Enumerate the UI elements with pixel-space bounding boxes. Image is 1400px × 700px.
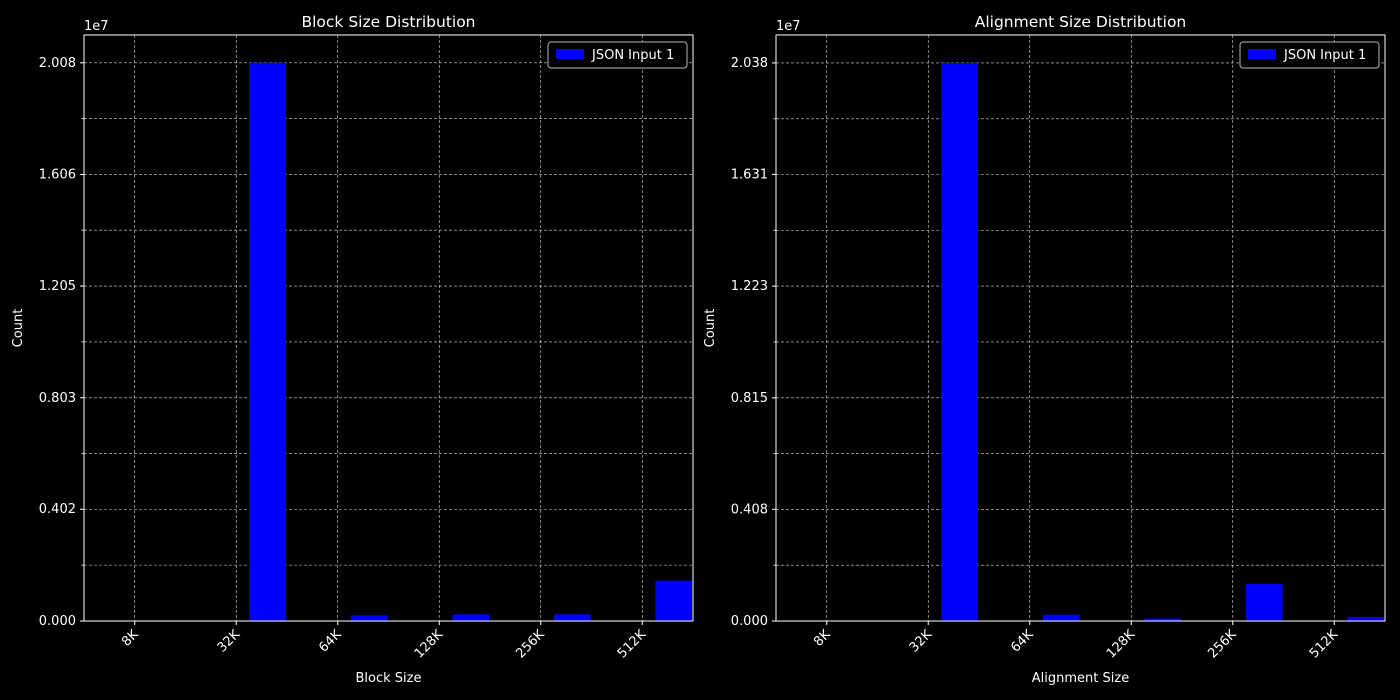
x-tick-label: 8K <box>119 627 142 650</box>
x-tick-label: 32K <box>215 627 244 656</box>
bar-64K <box>1042 614 1080 621</box>
bar-32K <box>249 62 286 621</box>
legend-swatch <box>1248 49 1276 59</box>
legend-label: JSON Input 1 <box>591 48 674 63</box>
chart-panel-2: 0.000 0.408 0.815 1.223 1.631 2.038 8K 32K 64K 12… <box>703 13 1386 686</box>
x-tick-label: 128K <box>412 627 447 662</box>
x-tick-label: 128K <box>1104 627 1139 662</box>
y-offset-label: 1e7 <box>84 19 109 34</box>
bar-512K <box>1347 616 1384 621</box>
x-tick-label: 512K <box>1307 627 1342 662</box>
x-tick-label: 256K <box>513 627 548 662</box>
bar-128K <box>452 614 489 621</box>
x-axis-label: Block Size <box>356 671 422 686</box>
x-tick-label: 8K <box>811 627 834 650</box>
y-tick-label: 2.008 <box>39 56 76 71</box>
x-tick-label: 64K <box>1008 627 1037 656</box>
x-tick-label: 64K <box>316 627 345 656</box>
bar-256K <box>553 614 591 621</box>
x-tick-label: 256K <box>1205 627 1240 662</box>
legend: JSON Input 1 <box>1239 41 1380 69</box>
y-tick-label: 1.606 <box>39 168 76 183</box>
y-offset-label: 1e7 <box>776 19 801 34</box>
y-tick-label: 1.223 <box>731 279 768 294</box>
y-tick-label: 0.815 <box>731 391 768 406</box>
y-tick-label: 0.402 <box>39 502 76 517</box>
legend: JSON Input 1 <box>547 41 688 69</box>
legend-box <box>547 41 688 69</box>
y-tick-label: 1.205 <box>39 279 76 294</box>
y-axis-label: Count <box>11 309 26 348</box>
plot-frame <box>775 34 1386 622</box>
y-axis-label: Count <box>703 309 718 348</box>
chart-panel-1: 0.000 0.402 0.803 1.205 1.606 2.008 8K 32K 64K 12… <box>11 13 694 686</box>
x-tick-label: 512K <box>615 627 650 662</box>
chart-title: Alignment Size Distribution <box>975 13 1187 31</box>
y-tick-label: 1.631 <box>731 167 768 182</box>
bar-64K <box>350 615 388 621</box>
legend-label: JSON Input 1 <box>1283 48 1366 63</box>
legend-box <box>1239 41 1380 69</box>
chart-title: Block Size Distribution <box>301 13 475 31</box>
x-tick-label: 32K <box>907 627 936 656</box>
bar-256K <box>1245 584 1283 621</box>
bar-128K <box>1144 618 1181 621</box>
bar-512K <box>655 580 692 621</box>
y-tick-label: 0.408 <box>731 502 768 517</box>
legend-swatch <box>556 49 584 59</box>
y-tick-label: 0.000 <box>39 614 76 629</box>
y-tick-label: 0.000 <box>731 614 768 629</box>
bar-32K <box>941 62 978 621</box>
y-tick-label: 2.038 <box>731 56 768 71</box>
y-tick-label: 0.803 <box>39 391 76 406</box>
plot-frame <box>83 34 694 622</box>
x-axis-label: Alignment Size <box>1032 671 1129 686</box>
